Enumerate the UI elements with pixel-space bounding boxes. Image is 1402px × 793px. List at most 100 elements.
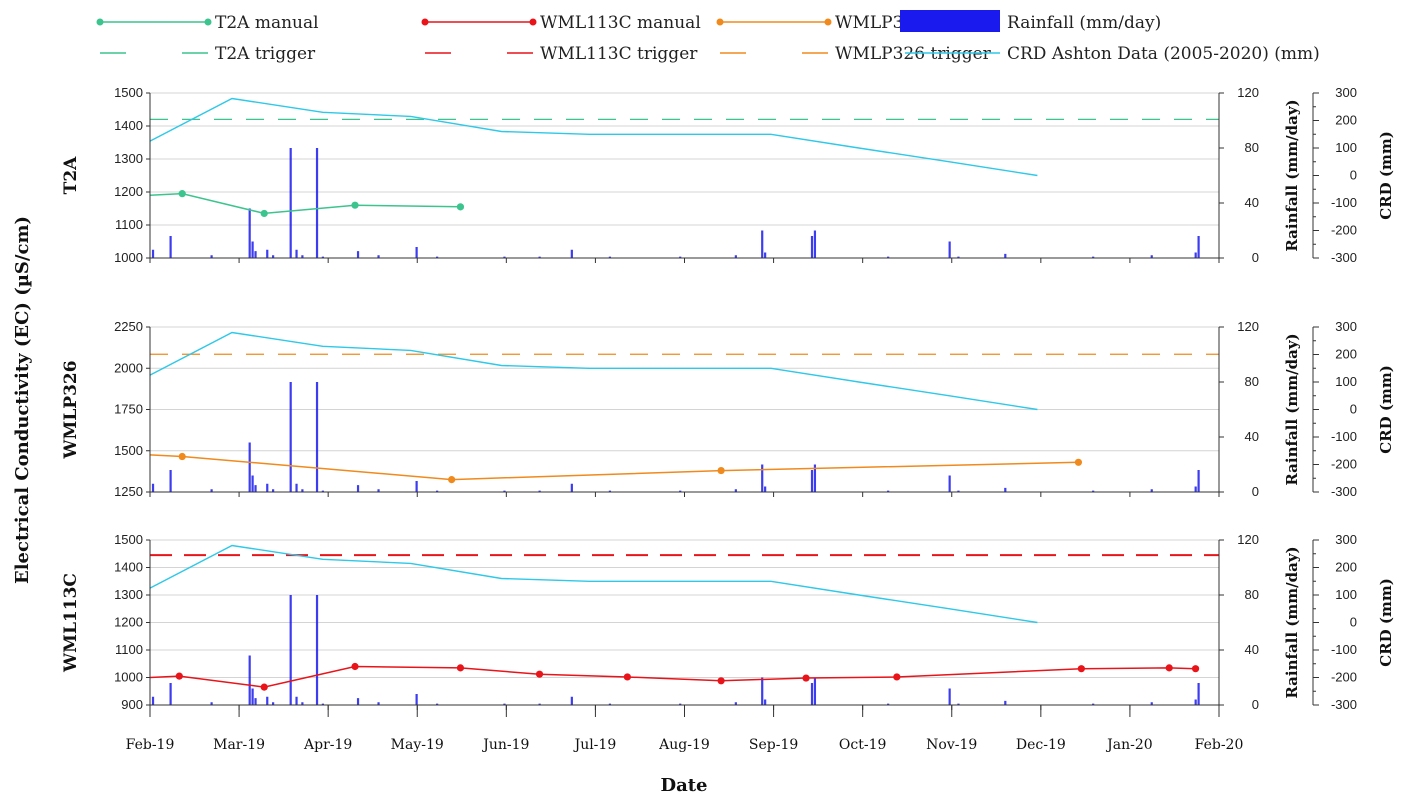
rainfall-bar xyxy=(887,256,890,258)
rainfall-bar xyxy=(295,483,298,492)
crd-tick-label-wml113c: 200 xyxy=(1335,560,1357,575)
legend-marker-wml113c-manual xyxy=(421,18,429,26)
rainfall-bar xyxy=(295,696,298,705)
manual-point-t2a xyxy=(351,201,359,209)
manual-point-wmlp326 xyxy=(717,466,725,475)
rainfall-bar xyxy=(538,703,541,705)
crd-tick-label-wmlp326: -300 xyxy=(1331,484,1357,499)
crd-tick-label-t2a: -300 xyxy=(1331,250,1357,265)
rain-tick-label-wmlp326: 0 xyxy=(1252,484,1259,499)
y-tick-label-t2a: 1300 xyxy=(114,151,143,166)
y-tick-label-wml113c: 1100 xyxy=(115,642,143,657)
rainfall-bar xyxy=(810,236,814,258)
y-tick-label-wmlp326: 2250 xyxy=(114,319,143,334)
legend-swatch-rainfall-mm-day xyxy=(900,10,1000,32)
rainfall-bar xyxy=(377,255,380,258)
rainfall-bar xyxy=(436,490,439,492)
legend-item-crd-ashton-data-2005-2020-mm: CRD Ashton Data (2005-2020) (mm) xyxy=(905,44,1320,64)
x-tick-label: Oct-19 xyxy=(839,737,887,753)
rainfall-bar xyxy=(1004,253,1007,258)
rain-tick-label-t2a: 0 xyxy=(1252,250,1259,265)
legend-item-wmlp326-trigger: WMLP326 trigger xyxy=(720,44,992,64)
crd-tick-label-wml113c: -200 xyxy=(1331,670,1357,685)
rainfall-bar xyxy=(948,241,951,258)
rainfall-bar xyxy=(251,241,254,258)
manual-point-t2a xyxy=(456,203,465,211)
manual-point-wml113c xyxy=(456,664,465,672)
rainfall-bar xyxy=(761,230,764,258)
rainfall-bar xyxy=(1197,470,1200,492)
rainfall-bar xyxy=(1004,700,1007,705)
manual-point-wmlp326 xyxy=(1074,458,1083,466)
crd-tick-label-t2a: 300 xyxy=(1335,85,1357,100)
x-axis-label: Date xyxy=(660,775,707,793)
rainfall-bar xyxy=(1194,699,1197,705)
y-tick-label-t2a: 1000 xyxy=(114,250,143,265)
manual-point-wml113c xyxy=(717,677,725,685)
rainfall-bar xyxy=(169,236,172,258)
rainfall-bar xyxy=(679,703,682,705)
crd-tick-label-wmlp326: 300 xyxy=(1335,319,1357,334)
crd-tick-label-wmlp326: -200 xyxy=(1331,457,1357,472)
chart-panels: 10001100120013001400150004080120Rainfall… xyxy=(61,85,1395,712)
rain-tick-label-wml113c: 0 xyxy=(1252,697,1259,712)
crd-tick-label-wmlp326: 200 xyxy=(1335,347,1357,362)
y-tick-label-wmlp326: 2000 xyxy=(114,360,143,375)
rainfall-bar xyxy=(272,489,275,492)
rainfall-bar xyxy=(1150,702,1153,705)
rainfall-bar xyxy=(1004,487,1007,492)
legend-label-wml113c-manual: WML113C manual xyxy=(540,13,701,33)
y-tick-label-wml113c: 1000 xyxy=(114,670,143,685)
rainfall-bar xyxy=(415,694,418,705)
legend-label-t2a-manual: T2A manual xyxy=(215,13,319,33)
rainfall-bar xyxy=(321,703,324,705)
crd-tick-label-wml113c: -100 xyxy=(1331,642,1357,657)
rainfall-bar xyxy=(1197,236,1200,258)
crd-line xyxy=(149,331,1038,411)
rain-tick-label-wmlp326: 80 xyxy=(1245,374,1259,389)
rain-tick-label-t2a: 80 xyxy=(1245,140,1259,155)
legend-marker-t2a-manual xyxy=(204,18,212,26)
rainfall-bar xyxy=(289,148,292,258)
rainfall-bar xyxy=(356,485,360,492)
rainfall-bar xyxy=(957,703,960,705)
crd-tick-label-t2a: 0 xyxy=(1350,168,1357,183)
rainfall-bar xyxy=(810,470,814,492)
rain-tick-label-t2a: 40 xyxy=(1245,195,1259,210)
x-tick-label: May-19 xyxy=(391,737,444,753)
legend-label-crd-ashton-data-2005-2020-mm: CRD Ashton Data (2005-2020) (mm) xyxy=(1007,44,1320,64)
legend-marker-wml113c-manual xyxy=(529,18,537,26)
rainfall-bar xyxy=(1197,683,1200,705)
manual-point-wml113c xyxy=(351,662,359,671)
manual-point-wml113c xyxy=(802,674,810,682)
rainfall-bar xyxy=(436,703,439,705)
rainfall-bar xyxy=(1150,489,1153,492)
rainfall-bar xyxy=(734,255,737,258)
crd-tick-label-t2a: -200 xyxy=(1331,223,1357,238)
rainfall-bar xyxy=(810,683,814,705)
rainfall-bar xyxy=(254,485,257,492)
rainfall-bar xyxy=(254,251,257,258)
legend-marker-t2a-manual xyxy=(96,18,104,26)
manual-line-wml113c xyxy=(149,665,1196,688)
x-tick-label: Feb-20 xyxy=(1195,737,1244,753)
rainfall-bar xyxy=(169,470,172,492)
rainfall-bar xyxy=(151,483,155,492)
legend-item-t2a-manual: T2A manual xyxy=(96,13,319,33)
rainfall-bar xyxy=(1092,256,1095,258)
rainfall-bar xyxy=(315,595,319,705)
manual-point-wml113c xyxy=(535,670,544,678)
rainfall-bar xyxy=(210,255,213,258)
legend-item-wml113c-manual: WML113C manual xyxy=(421,13,701,33)
rainfall-bar xyxy=(570,483,573,492)
rainfall-bar xyxy=(321,490,324,492)
crd-tick-label-wml113c: -300 xyxy=(1331,697,1357,712)
rainfall-bar xyxy=(415,481,418,492)
manual-point-wml113c xyxy=(623,673,631,681)
rainfall-bar xyxy=(1194,252,1197,258)
y-tick-label-wml113c: 1200 xyxy=(114,615,143,630)
rainfall-bar xyxy=(764,252,767,258)
rainfall-bar xyxy=(887,703,890,705)
rainfall-bar xyxy=(608,256,612,258)
